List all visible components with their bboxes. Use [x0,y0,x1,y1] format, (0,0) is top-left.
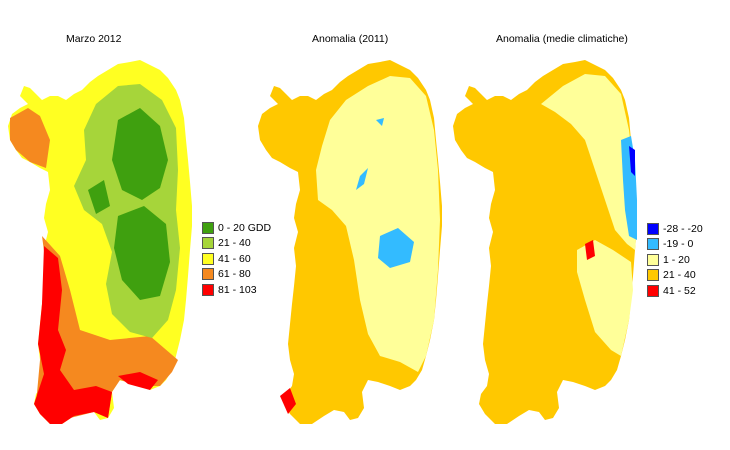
map-anomaly-climate [453,60,637,424]
legend-swatch [647,284,659,297]
map-title-anomaly-2011: Anomalia (2011) [312,33,389,45]
map-title-march-2012: Marzo 2012 [66,33,122,45]
legend-item: 61 - 80 [202,267,271,283]
legend-item: 21 - 40 [647,268,703,284]
map-zone-lightyellow [316,76,440,372]
map-zone-red-south [34,246,112,424]
map-anomaly-2011 [258,60,442,424]
legend-item: -19 - 0 [647,237,703,253]
legend-label: -19 - 0 [663,238,694,251]
map-zone-blue-north [356,168,368,190]
legend-swatch [647,269,659,282]
map-title-anomaly-climate: Anomalia (medie climatiche) [496,33,628,45]
legend-label: 41 - 60 [218,252,251,265]
map-zone-darkblue [629,146,635,176]
legend-swatch [202,252,214,265]
map-zone-lightyellow-east [577,240,633,356]
legend-label: 0 - 20 GDD [218,221,272,234]
legend-swatch [202,221,214,234]
legend-anomaly-climate: -28 - -20 -19 - 0 1 - 20 21 - 40 41 - 52 [647,221,703,299]
map-zone-red-cagliari [118,372,158,390]
map-zone-green-center [114,206,170,300]
legend-item: 0 - 20 GDD [202,220,271,236]
legend-swatch [202,283,214,296]
legend-item: 1 - 20 [647,252,703,268]
legend-label: 21 - 40 [218,237,251,250]
map-zone-red-southwest [280,388,296,414]
map-zone-lightyellow-north [541,74,637,250]
map-zone-green-north [112,108,168,200]
map-zone-green-west [88,180,110,214]
legend-item: 81 - 103 [202,282,271,298]
legend-march-2012: 0 - 20 GDD 21 - 40 41 - 60 61 - 80 81 - … [202,220,271,298]
legend-swatch [647,238,659,251]
map-zone-blue-lake [376,118,384,126]
legend-label: 41 - 52 [663,284,696,297]
legend-label: -28 - -20 [663,222,703,235]
legend-label: 1 - 20 [663,253,690,266]
legend-swatch [647,222,659,235]
legend-swatch [202,237,214,250]
legend-item: -28 - -20 [647,221,703,237]
legend-label: 81 - 103 [218,283,257,296]
legend-swatch [202,268,214,281]
map-zone-orange-west [10,108,50,168]
legend-item: 41 - 60 [202,251,271,267]
legend-label: 61 - 80 [218,268,251,281]
legend-swatch [647,253,659,266]
map-zone-blue-center [378,228,414,268]
legend-item: 21 - 40 [202,236,271,252]
legend-item: 41 - 52 [647,283,703,299]
map-march-2012 [8,60,192,424]
map-zone-red-hotspot [585,240,595,260]
legend-label: 21 - 40 [663,269,696,282]
